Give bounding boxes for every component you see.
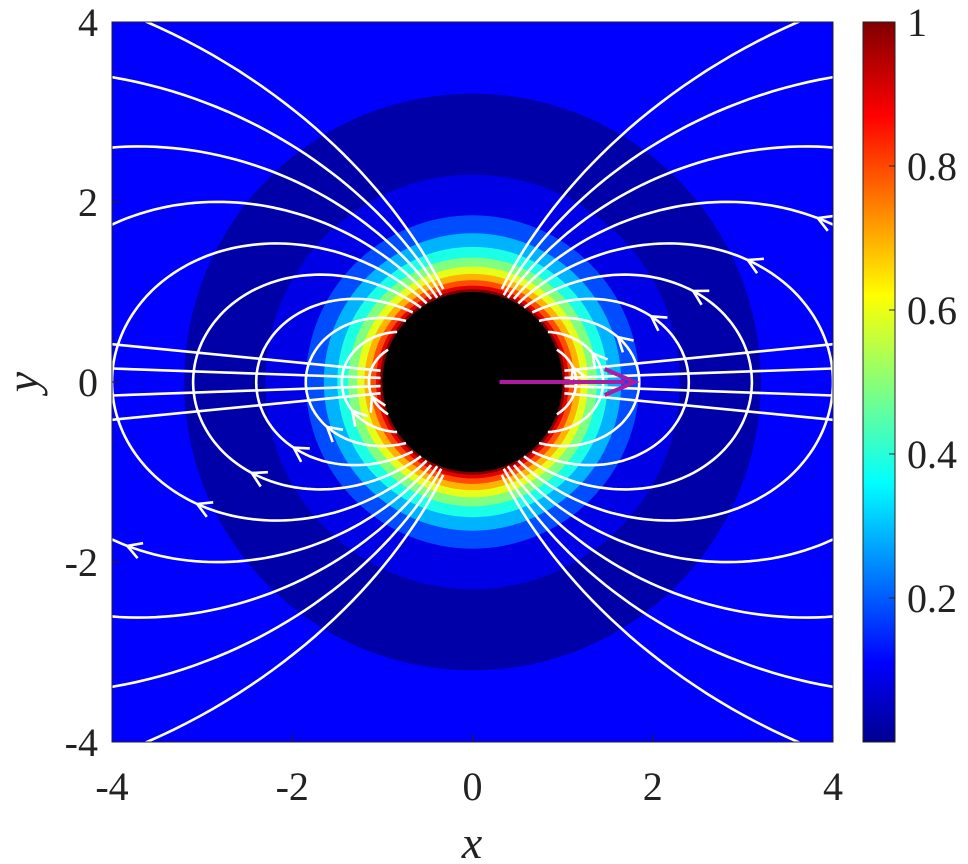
streamline-arrowhead-5 [615, 335, 634, 353]
colorbar-tick-label-4: 0.2 [907, 576, 957, 621]
plot-area [38, 22, 833, 742]
streamline-9 [191, 273, 422, 491]
colorbar-tick-label-1: 0.8 [907, 144, 957, 189]
streamline-17 [112, 75, 443, 689]
y-tick-label-4: -4 [65, 720, 98, 765]
y-axis-label: y [0, 371, 48, 396]
colorbar-ticks: 1 0.8 0.6 0.4 0.2 [889, 0, 957, 621]
streamline-25 [564, 392, 833, 422]
streamline-arrowhead-8 [291, 446, 310, 463]
streamline-arrowhead-6 [325, 425, 344, 443]
streamline-7 [254, 297, 414, 467]
streamline-12 [512, 200, 833, 564]
x-tick-label-0: -4 [95, 764, 128, 809]
streamline-1 [367, 348, 389, 416]
x-tick-label-4: 4 [823, 764, 843, 809]
streamline-11 [112, 242, 428, 522]
streamline-8 [523, 273, 754, 491]
streamline-19 [143, 22, 445, 742]
streamline-arrowhead-12 [194, 501, 214, 518]
streamline-arrowhead-4 [350, 408, 368, 427]
x-axis-ticks: -4 -2 0 2 4 [95, 734, 843, 809]
y-axis-ticks: 4 2 0 -2 -4 [65, 0, 120, 765]
colorbar-tick-label-0: 1 [907, 0, 927, 45]
x-tick-label-1: -2 [276, 764, 309, 809]
streamlines [38, 22, 833, 742]
streamline-27 [564, 342, 833, 372]
streamline-16 [502, 75, 833, 689]
streamline-arrowhead-13 [815, 214, 833, 232]
streamline-5 [304, 316, 407, 448]
streamline-21 [564, 384, 833, 397]
streamline-20 [112, 384, 381, 397]
streamline-arrowhead-7 [649, 314, 668, 332]
streamline-arrowhead-11 [745, 257, 764, 274]
streamline-3 [340, 330, 398, 434]
streamline-13 [112, 200, 433, 564]
colorbar-tick-label-3: 0.4 [907, 432, 957, 477]
streamline-arrowhead-2 [369, 394, 387, 413]
x-tick-label-3: 2 [643, 764, 663, 809]
colorbar-gradient [862, 21, 896, 743]
streamline-14 [506, 145, 833, 619]
streamline-18 [500, 22, 802, 742]
obstacle-disk [382, 291, 563, 473]
y-tick-label-2: 0 [78, 360, 98, 405]
streamline-6 [531, 297, 691, 467]
streamline-arrowhead-10 [249, 470, 268, 488]
dipole-arrow-head [603, 367, 640, 397]
streamline-10 [517, 242, 833, 522]
y-tick-label-1: 2 [78, 180, 98, 225]
x-axis-label: x [461, 817, 483, 864]
streamline-arrowhead-14 [124, 541, 144, 560]
dipole-arrow [499, 367, 640, 397]
streamline-22 [112, 367, 381, 380]
streamline-arrowhead-9 [690, 289, 710, 306]
streamline-24 [112, 392, 381, 422]
colorbar-tick-label-2: 0.6 [907, 288, 957, 333]
streamline-arrowhead-16 [38, 599, 54, 614]
x-tick-label-2: 0 [463, 764, 483, 809]
streamline-23 [564, 367, 833, 380]
y-tick-label-0: 4 [78, 0, 98, 45]
y-tick-label-3: -2 [65, 540, 98, 585]
colorbar: 1 0.8 0.6 0.4 0.2 [862, 0, 957, 743]
streamline-26 [112, 342, 381, 372]
streamline-15 [112, 145, 439, 619]
streamline-arrowhead-3 [591, 351, 609, 370]
